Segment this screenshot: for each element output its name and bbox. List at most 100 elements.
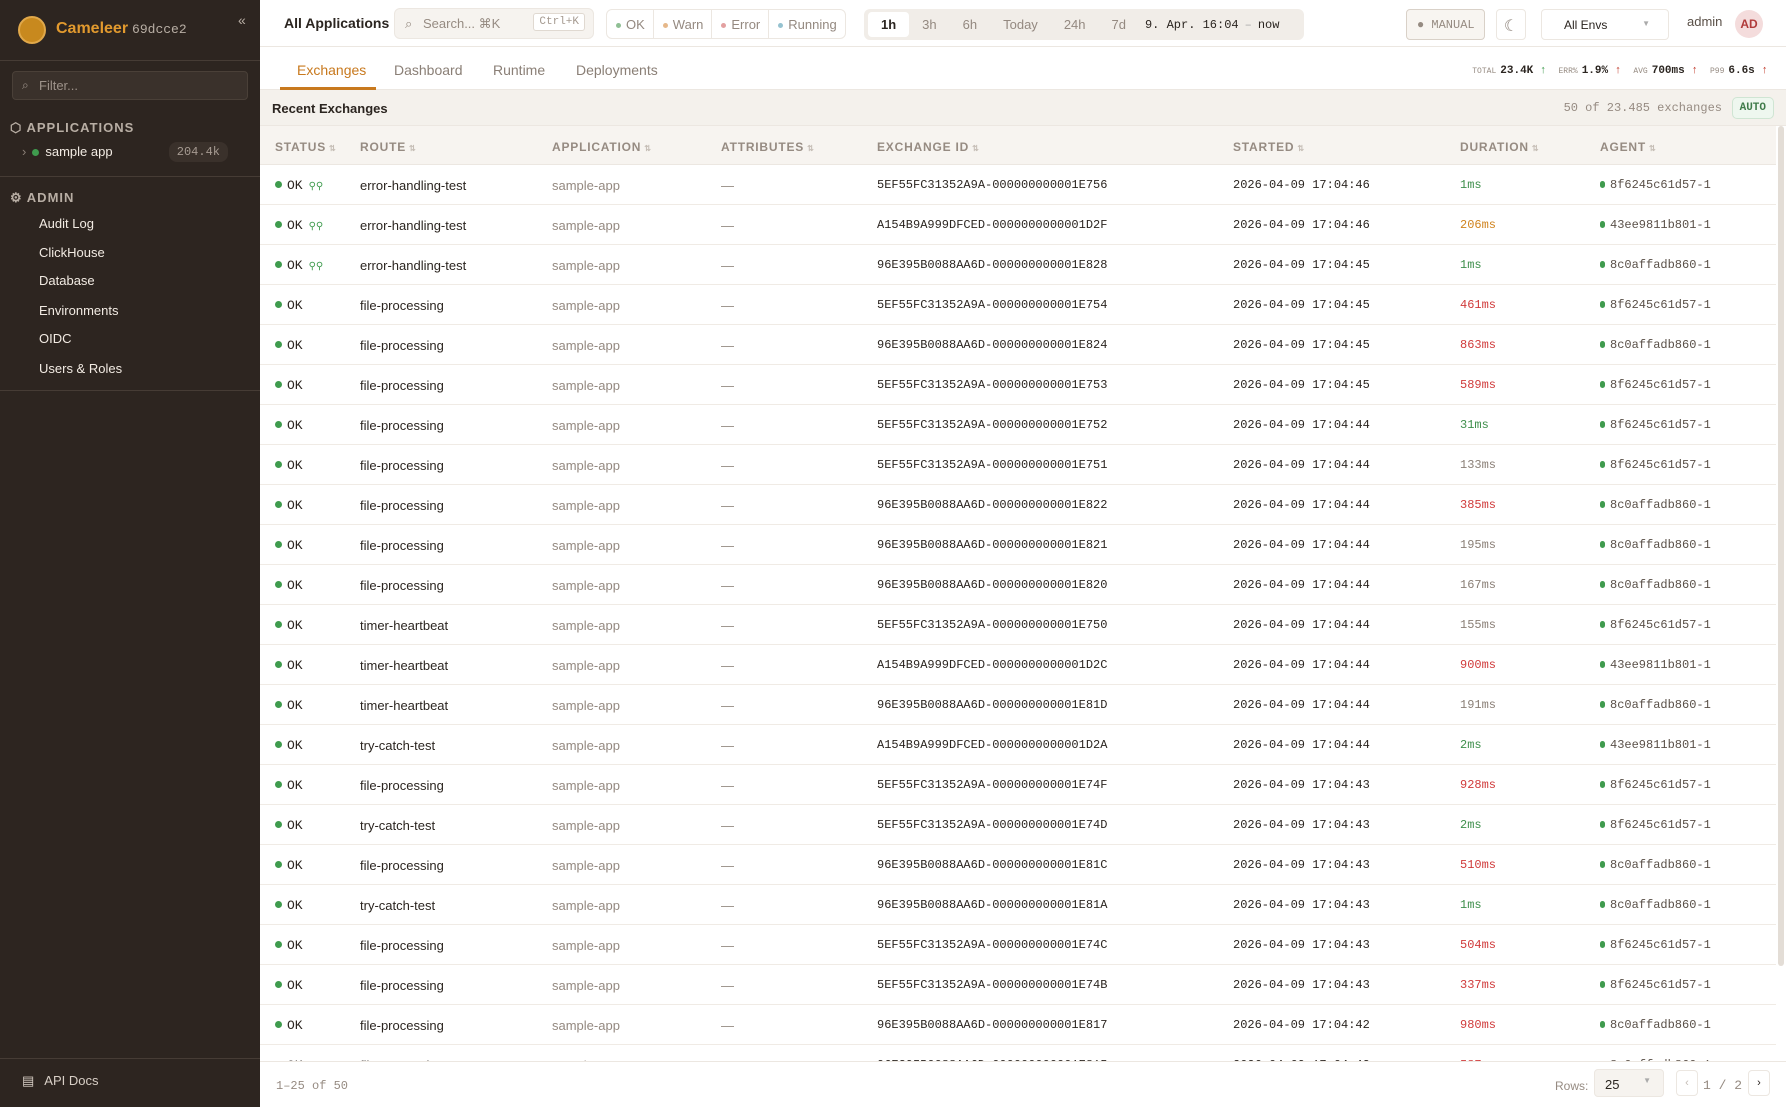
next-page-button[interactable]: ›	[1748, 1070, 1770, 1096]
exchange-id-cell[interactable]: 5EF55FC31352A9A-000000000001E74D	[877, 818, 1108, 832]
sidebar-item-environments[interactable]: Environments	[39, 303, 119, 318]
environment-select[interactable]: All Envs ▼	[1541, 9, 1669, 40]
exchange-id-cell[interactable]: 96E395B0088AA6D-000000000001E822	[877, 498, 1108, 512]
table-row[interactable]: OK file-processing sample-app — 96E395B0088A…	[260, 1005, 1776, 1045]
column-header-exchange-id[interactable]: EXCHANGE ID ⇅	[877, 140, 980, 154]
exchange-id-cell[interactable]: 96E395B0088AA6D-000000000001E824	[877, 338, 1108, 352]
manual-refresh-button[interactable]: ● MANUAL	[1406, 9, 1485, 40]
exchange-id-cell[interactable]: 5EF55FC31352A9A-000000000001E756	[877, 178, 1108, 192]
column-header-duration[interactable]: DURATION ⇅	[1460, 140, 1539, 154]
table-row[interactable]: OK try-catch-test sample-app — 5EF55FC31352A…	[260, 805, 1776, 845]
tab-runtime[interactable]: Runtime	[493, 62, 546, 78]
table-row[interactable]: OK file-processing sample-app — 5EF55FC31352…	[260, 765, 1776, 805]
agent-cell[interactable]: 8f6245c61d57-1	[1600, 978, 1711, 992]
sidebar-item-audit-log[interactable]: Audit Log	[39, 216, 94, 231]
table-row[interactable]: OK file-processing sample-app — 96E395B0088A…	[260, 525, 1776, 565]
table-scrollbar[interactable]	[1778, 126, 1784, 966]
column-header-route[interactable]: ROUTE ⇅	[360, 140, 417, 154]
tab-exchanges[interactable]: Exchanges	[297, 62, 367, 78]
table-row[interactable]: OK file-processing sample-app — 96E395B0088A…	[260, 1045, 1776, 1061]
filter-ok[interactable]: OK	[607, 10, 654, 38]
column-header-application[interactable]: APPLICATION ⇅	[552, 140, 652, 154]
range-today[interactable]: Today	[1003, 17, 1038, 32]
agent-cell[interactable]: 8f6245c61d57-1	[1600, 818, 1711, 832]
api-docs-link[interactable]: ▤ API Docs	[22, 1073, 98, 1089]
agent-cell[interactable]: 8f6245c61d57-1	[1600, 378, 1711, 392]
exchange-id-cell[interactable]: 5EF55FC31352A9A-000000000001E754	[877, 298, 1108, 312]
agent-cell[interactable]: 8f6245c61d57-1	[1600, 418, 1711, 432]
range-24h[interactable]: 24h	[1063, 17, 1086, 32]
table-row[interactable]: OK file-processing sample-app — 5EF55FC31352…	[260, 965, 1776, 1005]
filter-error[interactable]: Error	[712, 10, 770, 38]
table-row[interactable]: OK file-processing sample-app — 5EF55FC31352…	[260, 405, 1776, 445]
agent-cell[interactable]: 8f6245c61d57-1	[1600, 618, 1711, 632]
exchange-id-cell[interactable]: 5EF55FC31352A9A-000000000001E753	[877, 378, 1108, 392]
moon-icon[interactable]: ☾	[1496, 9, 1526, 40]
agent-cell[interactable]: 8c0affadb860-1	[1600, 258, 1711, 272]
range-6h[interactable]: 6h	[962, 17, 978, 32]
sidebar-app-sample-app[interactable]: › sample app 204.4k	[22, 142, 228, 166]
agent-cell[interactable]: 8f6245c61d57-1	[1600, 938, 1711, 952]
table-row[interactable]: OK file-processing sample-app — 5EF55FC31352…	[260, 365, 1776, 405]
table-row[interactable]: OK try-catch-test sample-app — A154B9A999DFC…	[260, 725, 1776, 765]
table-row[interactable]: OK timer-heartbeat sample-app — A154B9A999DF…	[260, 645, 1776, 685]
agent-cell[interactable]: 8f6245c61d57-1	[1600, 178, 1711, 192]
agent-cell[interactable]: 43ee9811b801-1	[1600, 738, 1711, 752]
table-row[interactable]: OK timer-heartbeat sample-app — 5EF55FC31352…	[260, 605, 1776, 645]
agent-cell[interactable]: 8f6245c61d57-1	[1600, 298, 1711, 312]
agent-cell[interactable]: 8c0affadb860-1	[1600, 858, 1711, 872]
agent-cell[interactable]: 8c0affadb860-1	[1600, 578, 1711, 592]
exchange-id-cell[interactable]: 5EF55FC31352A9A-000000000001E74C	[877, 938, 1108, 952]
filter-input[interactable]: ⌕ Filter...	[12, 71, 248, 100]
agent-cell[interactable]: 43ee9811b801-1	[1600, 218, 1711, 232]
sidebar-item-users-roles[interactable]: Users & Roles	[39, 361, 123, 376]
sidebar-item-database[interactable]: Database	[39, 273, 95, 288]
exchange-id-cell[interactable]: A154B9A999DFCED-0000000000001D2A	[877, 738, 1108, 752]
column-header-attributes[interactable]: ATTRIBUTES ⇅	[721, 140, 815, 154]
table-row[interactable]: OK file-processing sample-app — 5EF55FC31352…	[260, 445, 1776, 485]
filter-running[interactable]: Running	[769, 10, 844, 38]
prev-page-button[interactable]: ‹	[1676, 1070, 1698, 1096]
exchange-id-cell[interactable]: 5EF55FC31352A9A-000000000001E752	[877, 418, 1108, 432]
exchange-id-cell[interactable]: 5EF55FC31352A9A-000000000001E74F	[877, 778, 1108, 792]
exchange-id-cell[interactable]: 96E395B0088AA6D-000000000001E828	[877, 258, 1108, 272]
table-row[interactable]: OK try-catch-test sample-app — 96E395B0088AA…	[260, 885, 1776, 925]
agent-cell[interactable]: 8c0affadb860-1	[1600, 898, 1711, 912]
exchange-id-cell[interactable]: 96E395B0088AA6D-000000000001E81A	[877, 898, 1108, 912]
collapse-sidebar-icon[interactable]: «	[238, 12, 246, 28]
agent-cell[interactable]: 8c0affadb860-1	[1600, 538, 1711, 552]
chevron-right-icon[interactable]: ›	[22, 144, 27, 159]
agent-cell[interactable]: 8c0affadb860-1	[1600, 1058, 1711, 1061]
custom-range[interactable]: 9. Apr. 16:04– now	[1145, 18, 1279, 32]
agent-cell[interactable]: 8c0affadb860-1	[1600, 698, 1711, 712]
table-row[interactable]: OK timer-heartbeat sample-app — 96E395B0088A…	[260, 685, 1776, 725]
avatar[interactable]: AD	[1735, 10, 1763, 38]
column-header-started[interactable]: STARTED ⇅	[1233, 140, 1305, 154]
range-3h[interactable]: 3h	[922, 17, 937, 32]
sidebar-item-clickhouse[interactable]: ClickHouse	[39, 245, 105, 260]
column-header-agent[interactable]: AGENT ⇅	[1600, 140, 1657, 154]
agent-cell[interactable]: 43ee9811b801-1	[1600, 658, 1711, 672]
exchange-id-cell[interactable]: 96E395B0088AA6D-000000000001E815	[877, 1058, 1107, 1061]
range-7d[interactable]: 7d	[1111, 17, 1126, 32]
filter-warn[interactable]: Warn	[654, 10, 713, 38]
search-input[interactable]: ⌕ Search... ⌘K Ctrl+K	[394, 8, 594, 39]
table-row[interactable]: OK ⚲⚲ error-handling-test sample-app — 96E395…	[260, 245, 1776, 285]
column-header-status[interactable]: STATUS ⇅	[275, 140, 337, 154]
agent-cell[interactable]: 8f6245c61d57-1	[1600, 458, 1711, 472]
exchange-id-cell[interactable]: 96E395B0088AA6D-000000000001E817	[877, 1018, 1108, 1032]
table-row[interactable]: OK ⚲⚲ error-handling-test sample-app — A154B9…	[260, 205, 1776, 245]
table-row[interactable]: OK file-processing sample-app — 96E395B0088A…	[260, 485, 1776, 525]
agent-cell[interactable]: 8c0affadb860-1	[1600, 338, 1711, 352]
agent-cell[interactable]: 8c0affadb860-1	[1600, 1018, 1711, 1032]
exchange-id-cell[interactable]: 96E395B0088AA6D-000000000001E81D	[877, 698, 1108, 712]
tab-dashboard[interactable]: Dashboard	[394, 62, 463, 78]
table-row[interactable]: OK file-processing sample-app — 96E395B0088A…	[260, 845, 1776, 885]
agent-cell[interactable]: 8f6245c61d57-1	[1600, 778, 1711, 792]
range-1h[interactable]: 1h	[868, 12, 910, 37]
exchange-id-cell[interactable]: A154B9A999DFCED-0000000000001D2F	[877, 218, 1108, 232]
table-row[interactable]: OK file-processing sample-app — 5EF55FC31352…	[260, 925, 1776, 965]
username[interactable]: admin	[1687, 14, 1723, 29]
table-row[interactable]: OK ⚲⚲ error-handling-test sample-app — 5EF55F…	[260, 165, 1776, 205]
sidebar-item-oidc[interactable]: OIDC	[39, 331, 72, 346]
